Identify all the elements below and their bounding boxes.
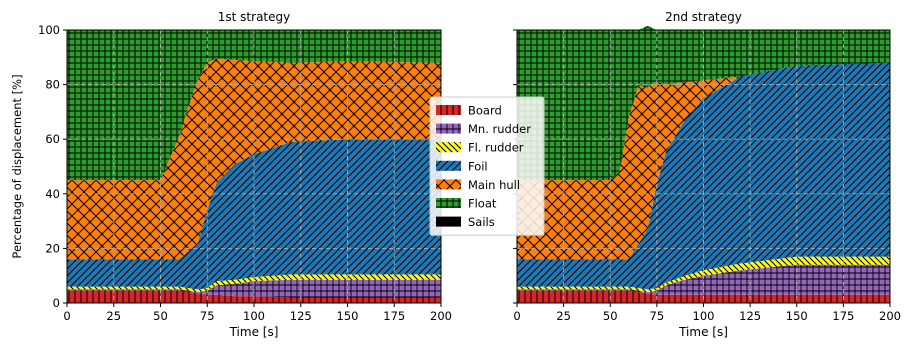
x-tick-label: 175 bbox=[832, 309, 854, 323]
area-fl-rudder bbox=[517, 256, 890, 293]
chart-panels: 0 25 50 75 100 125 150 175 200 0 20 40 60 80 100 1st st… bbox=[10, 10, 901, 339]
y-tick-label: 0 bbox=[53, 296, 60, 310]
x-tick-label: 125 bbox=[739, 309, 761, 323]
x-tick-label: 175 bbox=[383, 309, 405, 323]
y-tick-label: 40 bbox=[45, 187, 60, 201]
x-tick-label: 25 bbox=[556, 309, 571, 323]
legend-swatch-main-hull bbox=[436, 179, 461, 190]
y-axis-label: Percentage of displacement [%] bbox=[10, 74, 24, 258]
legend-label-sails: Sails bbox=[468, 215, 495, 229]
x-tick-label: 150 bbox=[786, 309, 808, 323]
legend-label-mn-rudder: Mn. rudder bbox=[468, 122, 531, 136]
legend-swatch-fl-rudder bbox=[436, 142, 461, 153]
chart-1: 0 25 50 75 100 125 150 175 200 0 20 40 60 80 100 1st st… bbox=[10, 10, 452, 339]
area-foil bbox=[517, 62, 890, 290]
area-main-hull bbox=[517, 62, 890, 260]
x-tick-label: 125 bbox=[290, 309, 312, 323]
chart-title: 1st strategy bbox=[218, 10, 290, 24]
x-tick-label: 200 bbox=[430, 309, 452, 323]
area-float bbox=[517, 25, 890, 181]
chart-title: 2nd strategy bbox=[665, 10, 742, 24]
legend-swatch-foil bbox=[436, 160, 461, 171]
x-tick-label: 100 bbox=[243, 309, 265, 323]
legend-label-main-hull: Main hull bbox=[468, 178, 520, 192]
y-tick-label: 100 bbox=[38, 23, 60, 37]
chart-2: 0 25 50 75 100 125 150 175 200 2nd strategy Time [… bbox=[513, 10, 901, 339]
legend-swatch-float bbox=[436, 198, 461, 208]
area-sails bbox=[517, 25, 890, 30]
x-tick-label: 50 bbox=[603, 309, 618, 323]
legend-label-fl-rudder: Fl. rudder bbox=[468, 141, 524, 155]
x-tick-label: 75 bbox=[200, 309, 215, 323]
x-tick-label: 0 bbox=[63, 309, 70, 323]
x-tick-label: 200 bbox=[879, 309, 901, 323]
y-tick-label: 80 bbox=[45, 78, 60, 92]
x-tick-label: 75 bbox=[650, 309, 665, 323]
legend-swatch-mn-rudder bbox=[436, 123, 461, 134]
legend-label-board: Board bbox=[468, 104, 502, 118]
x-tick-label: 100 bbox=[693, 309, 715, 323]
x-tick-label: 150 bbox=[337, 309, 359, 323]
legend-label-foil: Foil bbox=[468, 159, 488, 173]
x-tick-label: 0 bbox=[513, 309, 520, 323]
legend: Board Mn. rudder Fl. rudder Foil Main hull Fl… bbox=[429, 96, 545, 236]
x-axis-label: Time [s] bbox=[229, 325, 279, 339]
area-mn-rudder bbox=[517, 264, 890, 295]
x-tick-label: 50 bbox=[153, 309, 168, 323]
y-tick-label: 20 bbox=[45, 241, 60, 255]
legend-swatch-board bbox=[436, 105, 461, 115]
x-tick-label: 25 bbox=[106, 309, 121, 323]
x-axis-label: Time [s] bbox=[678, 325, 728, 339]
legend-label-float: Float bbox=[468, 197, 497, 211]
y-tick-label: 60 bbox=[45, 132, 60, 146]
legend-swatch-sails bbox=[436, 216, 461, 227]
